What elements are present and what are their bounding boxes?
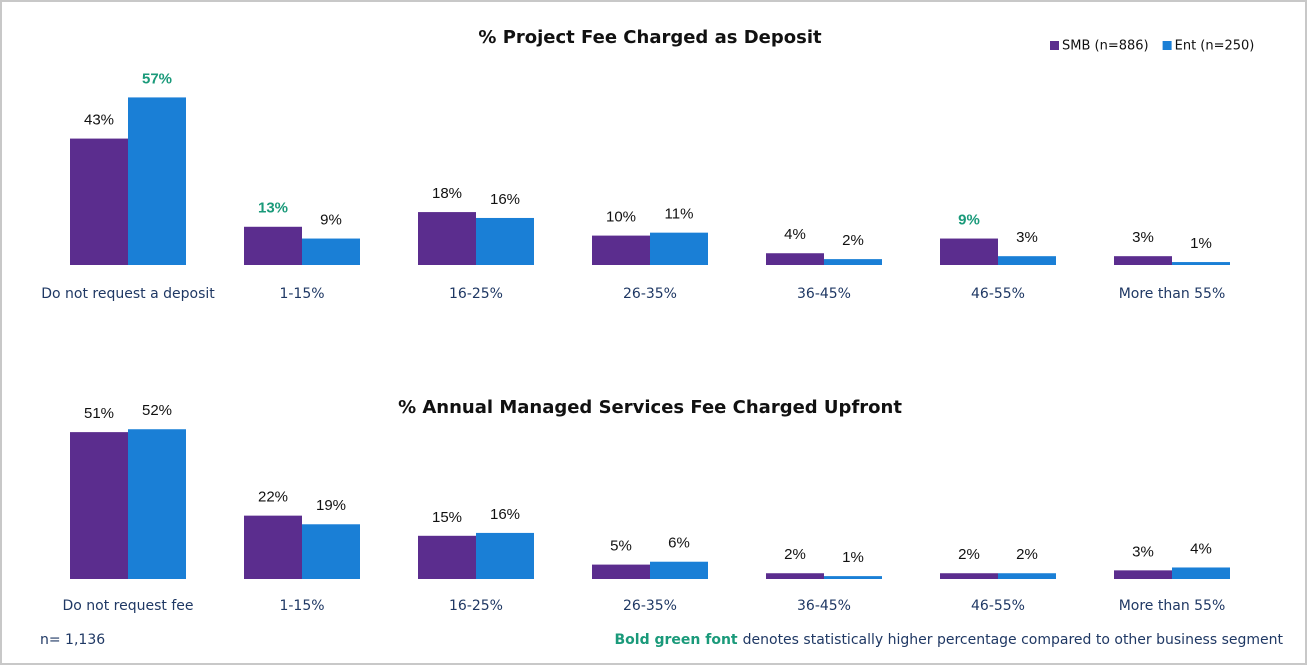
- bar: [766, 253, 824, 265]
- value-label: 2%: [784, 546, 806, 563]
- bar: [940, 573, 998, 579]
- value-label: 10%: [606, 209, 636, 226]
- category-label: 26-35%: [623, 286, 677, 302]
- value-label: 19%: [316, 497, 346, 514]
- value-label: 1%: [842, 549, 864, 566]
- bar: [476, 217, 534, 265]
- bar: [1114, 256, 1172, 265]
- bar: [998, 256, 1056, 265]
- bar: [244, 226, 302, 265]
- legend-swatch: [1162, 41, 1172, 50]
- bar: [1114, 570, 1172, 579]
- legend-swatch: [1050, 41, 1059, 50]
- value-label: 5%: [610, 538, 632, 555]
- bar: [302, 238, 360, 265]
- bar: [940, 238, 998, 265]
- value-label: 6%: [668, 535, 690, 552]
- bar: [592, 235, 650, 265]
- bar: [650, 561, 708, 579]
- category-label: 26-35%: [623, 598, 677, 614]
- bar: [418, 212, 476, 265]
- category-label: Do not request a deposit: [41, 286, 215, 302]
- category-label: 36-45%: [797, 286, 851, 302]
- value-label: 2%: [842, 232, 864, 249]
- bar: [824, 259, 882, 265]
- category-label: 46-55%: [971, 286, 1025, 302]
- category-label: 1-15%: [279, 286, 324, 302]
- value-label: 4%: [1190, 540, 1212, 557]
- footnote-text: denotes statistically higher percentage …: [743, 632, 1284, 648]
- bar: [244, 515, 302, 579]
- bar: [70, 138, 128, 265]
- bar: [998, 573, 1056, 579]
- legend-label: SMB (n=886): [1062, 39, 1149, 54]
- value-label: 18%: [432, 185, 462, 202]
- chart-title: % Annual Managed Services Fee Charged Up…: [398, 397, 902, 418]
- bar: [476, 532, 534, 579]
- bar: [128, 429, 186, 579]
- value-label: 9%: [958, 212, 980, 229]
- value-label: 3%: [1132, 543, 1154, 560]
- footnote: Bold green font denotes statistically hig…: [615, 632, 1284, 648]
- value-label: 2%: [1016, 546, 1038, 563]
- bar: [302, 524, 360, 579]
- sample-note: n= 1,136: [40, 632, 105, 648]
- value-label: 1%: [1190, 235, 1212, 252]
- bar: [650, 232, 708, 265]
- value-label: 3%: [1016, 229, 1038, 246]
- value-label: 51%: [84, 405, 114, 422]
- value-label: 43%: [84, 112, 114, 129]
- value-label: 57%: [142, 70, 172, 87]
- value-label: 16%: [490, 506, 520, 523]
- bar: [128, 97, 186, 265]
- category-label: 46-55%: [971, 598, 1025, 614]
- category-label: More than 55%: [1119, 598, 1226, 614]
- value-label: 4%: [784, 226, 806, 243]
- value-label: 11%: [665, 206, 694, 223]
- category-label: 1-15%: [279, 598, 324, 614]
- bar: [418, 535, 476, 579]
- bar: [824, 576, 882, 579]
- bar: [766, 573, 824, 579]
- chart-title: % Project Fee Charged as Deposit: [478, 27, 822, 48]
- value-label: 15%: [432, 509, 462, 526]
- value-label: 2%: [958, 546, 980, 563]
- value-label: 16%: [490, 191, 520, 208]
- value-label: 52%: [142, 402, 172, 419]
- bar: [1172, 262, 1230, 265]
- category-label: Do not request fee: [63, 598, 194, 614]
- bar: [1172, 567, 1230, 579]
- category-label: 36-45%: [797, 598, 851, 614]
- category-label: 16-25%: [449, 598, 503, 614]
- category-label: More than 55%: [1119, 286, 1226, 302]
- legend-label: Ent (n=250): [1175, 39, 1255, 54]
- value-label: 3%: [1132, 229, 1154, 246]
- category-label: 16-25%: [449, 286, 503, 302]
- bar: [592, 564, 650, 579]
- value-label: 22%: [258, 489, 288, 506]
- footnote-emphasis: Bold green font: [615, 632, 738, 648]
- value-label: 9%: [320, 212, 342, 229]
- bar: [70, 432, 128, 579]
- value-label: 13%: [258, 200, 288, 217]
